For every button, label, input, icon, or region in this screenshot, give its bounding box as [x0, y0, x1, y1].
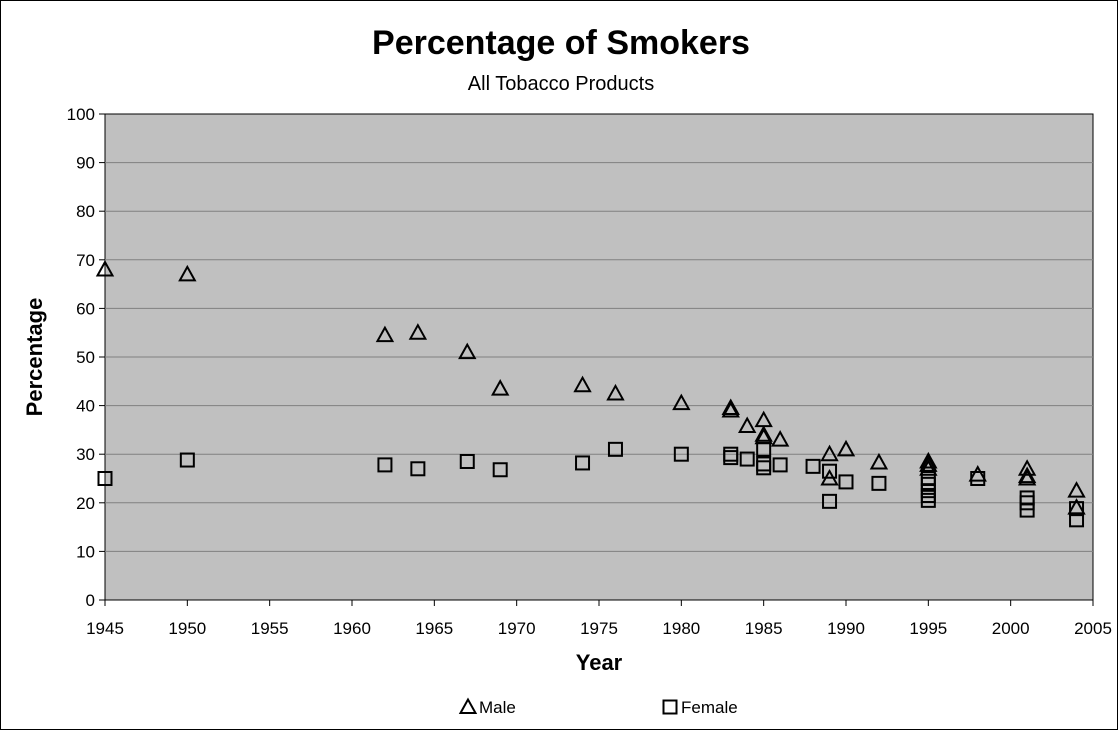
- x-tick-label: 1985: [745, 619, 783, 638]
- y-tick-label: 50: [76, 348, 95, 367]
- female-point: [772, 457, 788, 473]
- y-tick-label: 70: [76, 251, 95, 270]
- female-point: [756, 460, 772, 476]
- male-point: [770, 430, 790, 447]
- series-female: [97, 441, 1085, 528]
- legend-item-female: Female: [662, 698, 738, 717]
- male-point: [820, 444, 839, 462]
- legend: Male Female: [458, 697, 738, 717]
- x-tick-label: 1950: [168, 619, 206, 638]
- female-point: [1019, 502, 1035, 518]
- female-point: [377, 457, 393, 473]
- female-point: [822, 463, 838, 479]
- male-point: [458, 342, 477, 360]
- male-point: [95, 259, 115, 277]
- chart-subtitle: All Tobacco Products: [468, 73, 654, 95]
- female-point: [970, 471, 986, 486]
- male-point: [721, 400, 740, 418]
- female-point: [1069, 501, 1085, 517]
- legend-label-male: Male: [479, 698, 516, 717]
- data-points: [95, 259, 1086, 528]
- male-point: [1067, 481, 1086, 498]
- male-point: [491, 379, 510, 396]
- female-point: [179, 452, 195, 468]
- x-tick-label: 1970: [498, 619, 536, 638]
- male-point: [178, 264, 197, 282]
- y-tick-label: 0: [86, 591, 95, 610]
- female-point: [756, 441, 772, 457]
- male-point: [738, 416, 757, 434]
- female-point: [410, 461, 426, 477]
- legend-marker-female: [662, 699, 678, 715]
- x-axis-label: Year: [576, 650, 623, 675]
- female-point: [459, 453, 475, 469]
- male-point: [919, 455, 938, 472]
- series-male: [95, 259, 1086, 515]
- y-tick-label: 80: [76, 202, 95, 221]
- female-point: [723, 450, 739, 466]
- y-axis-label: Percentage: [22, 298, 47, 417]
- male-point: [1017, 468, 1037, 486]
- male-point: [408, 323, 428, 340]
- x-tick-label: 2000: [992, 619, 1030, 638]
- male-point: [836, 439, 856, 457]
- x-tick-label: 1980: [662, 619, 700, 638]
- male-point: [1017, 466, 1037, 484]
- female-point: [871, 475, 887, 491]
- x-tick-label: 1955: [251, 619, 289, 638]
- male-point: [721, 398, 740, 416]
- female-point: [492, 462, 508, 478]
- female-point: [822, 493, 838, 509]
- legend-item-male: Male: [458, 697, 516, 717]
- male-point: [919, 451, 938, 469]
- legend-label-female: Female: [681, 698, 738, 717]
- x-tick-label: 1945: [86, 619, 124, 638]
- female-point: [805, 458, 821, 474]
- male-point: [919, 459, 938, 476]
- x-tick-label: 1995: [909, 619, 947, 638]
- y-tick-label: 60: [76, 299, 95, 318]
- female-point: [97, 471, 113, 486]
- y-tick-label: 10: [76, 542, 95, 561]
- male-point: [375, 325, 395, 343]
- y-tick-label: 20: [76, 494, 95, 513]
- male-point: [869, 452, 889, 470]
- male-point: [1017, 459, 1037, 476]
- y-tick-label: 100: [67, 105, 95, 124]
- x-tick-label: 1990: [827, 619, 865, 638]
- female-point: [920, 492, 936, 508]
- female-point: [607, 441, 623, 457]
- male-point: [672, 393, 691, 411]
- y-tick-label: 40: [76, 397, 95, 416]
- x-tick-label: 2005: [1074, 619, 1112, 638]
- x-tick-label: 1965: [415, 619, 453, 638]
- x-tick-label: 1960: [333, 619, 371, 638]
- x-tick-label: 1975: [580, 619, 618, 638]
- legend-marker-male: [458, 697, 478, 714]
- chart-title: Percentage of Smokers: [372, 24, 750, 62]
- male-point: [968, 465, 987, 482]
- female-point: [575, 455, 591, 471]
- male-point: [573, 375, 592, 393]
- y-tick-label: 90: [76, 154, 95, 173]
- female-point: [838, 474, 854, 490]
- male-point: [754, 425, 773, 442]
- male-point: [606, 383, 625, 401]
- x-axis-ticks: 1945 1950 1955 1960 1965 1970 1975 1980 1985 1990…: [86, 600, 1112, 638]
- female-point: [739, 451, 755, 467]
- y-axis-ticks: 0 10 20 30 40 50 60 70 80 90 100: [67, 105, 105, 610]
- female-point: [1069, 512, 1085, 528]
- female-point: [673, 446, 689, 462]
- y-tick-label: 30: [76, 445, 95, 464]
